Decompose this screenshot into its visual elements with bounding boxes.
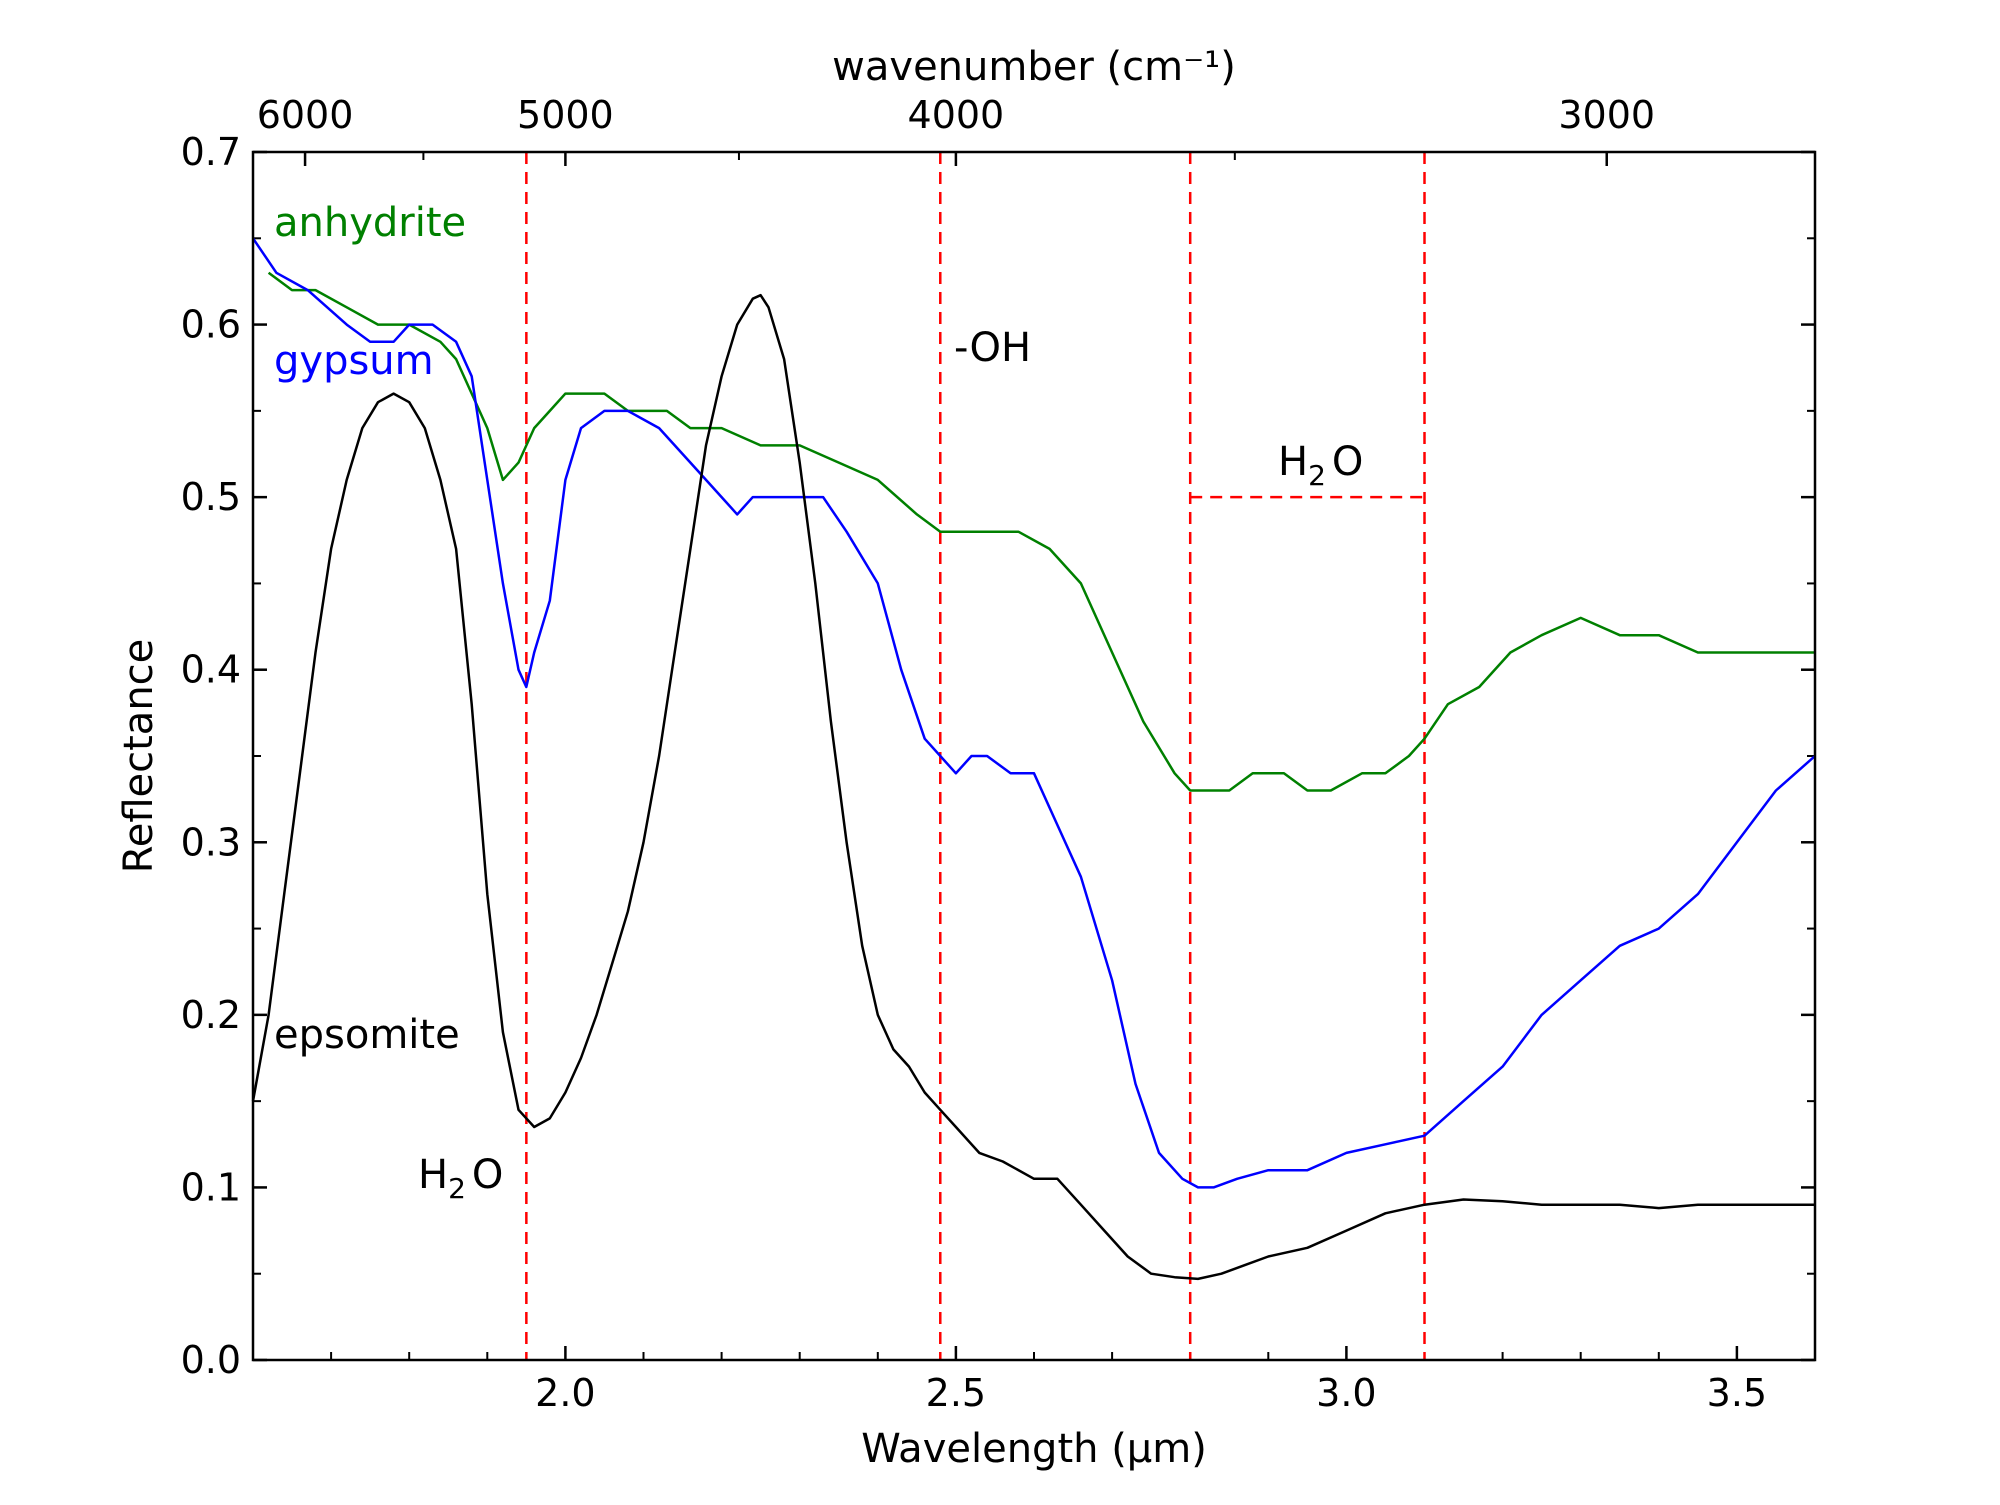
annotation-h2o-low: H2 O [418, 1152, 503, 1205]
reference-lines [525, 152, 1426, 1360]
x-axis-title: Wavelength (μm) [861, 1426, 1207, 1472]
x-tick-label: 3.0 [1316, 1371, 1376, 1415]
x2-tick-label: 6000 [257, 93, 354, 137]
y-tick-label: 0.2 [181, 993, 241, 1037]
series-line-epsomite [251, 293, 1815, 1281]
plot-frame [251, 150, 1817, 1362]
y-axis-title: Reflectance [116, 639, 162, 874]
x-tick-label: 2.5 [926, 1371, 986, 1415]
x2-tick-label: 3000 [1558, 93, 1655, 137]
x2-tick-label: 4000 [908, 93, 1005, 137]
series-label-gypsum: gypsum [274, 338, 434, 384]
h2o-low-subscript: 2 [448, 1172, 466, 1205]
annotation-oh: -OH [954, 325, 1031, 371]
h2o-low-h: H [418, 1152, 448, 1198]
plot-frame-layer [251, 150, 1817, 1362]
y-tick-label: 0.6 [181, 303, 241, 347]
h2o-range-h: H [1278, 439, 1308, 485]
top-axis-title: wavenumber (cm⁻¹) [832, 44, 1236, 90]
annotation-h2o-range: H2 O [1278, 439, 1363, 492]
series-line-anhydrite [267, 271, 1815, 792]
h2o-range-o: O [1332, 439, 1363, 485]
axes-layer: 0.0 0.1 0.2 0.3 0.4 0.5 0.6 0.7 2.0 2.5 3.0 3.5 6000… [181, 93, 1816, 1415]
series-label-anhydrite: anhydrite [274, 200, 466, 246]
y-tick-label: 0.3 [181, 820, 241, 864]
x2-tick-label: 5000 [517, 93, 614, 137]
series-layer [251, 237, 1816, 1281]
h2o-range-subscript: 2 [1308, 459, 1326, 492]
series-line-gypsum [251, 237, 1816, 1189]
x-tick-label: 3.5 [1707, 1371, 1767, 1415]
h2o-low-o: O [472, 1152, 503, 1198]
y-tick-label: 0.0 [181, 1338, 241, 1382]
y-tick-label: 0.5 [181, 475, 241, 519]
y-tick-label: 0.1 [181, 1165, 241, 1209]
y-tick-label: 0.7 [181, 130, 241, 174]
series-label-epsomite: epsomite [274, 1012, 460, 1058]
y-tick-label: 0.4 [181, 648, 241, 692]
x-tick-label: 2.0 [535, 1371, 595, 1415]
